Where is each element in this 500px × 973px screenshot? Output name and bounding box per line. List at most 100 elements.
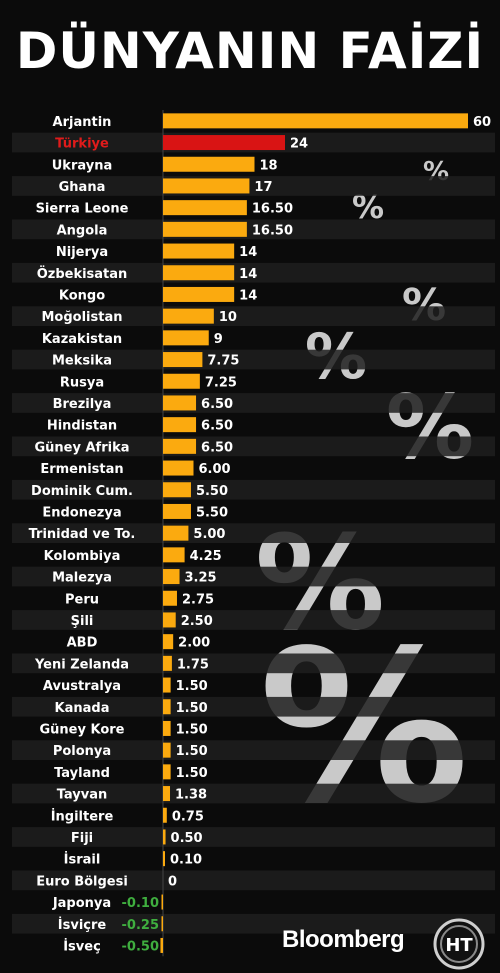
category-label: Tayland [54,766,110,781]
row-stripe [12,479,495,500]
value-label: 17 [254,180,272,195]
value-label: -0.50 [122,939,159,954]
bar [161,894,163,910]
category-label: Sierra Leone [36,202,129,217]
category-label: Güney Afrika [35,440,130,455]
value-label: 2.75 [182,592,214,607]
category-label: Kolombiya [44,549,121,564]
bar [163,612,176,628]
value-label: 5.50 [196,505,228,520]
value-label: -0.10 [122,896,159,911]
category-label: Kazakistan [42,332,122,347]
category-label: Arjantin [53,115,112,130]
category-label: Brezilya [53,397,112,412]
category-label: Yeni Zelanda [34,657,129,672]
bar [163,286,235,302]
row-stripe [12,393,495,413]
row-stripe [12,653,495,674]
value-label: 24 [290,137,308,152]
bar [163,525,189,541]
percent-watermark: % [386,376,474,479]
bar [163,590,177,606]
category-label: Ghana [59,180,106,195]
bar [163,395,197,411]
value-label: 9 [214,332,223,347]
category-label: Kanada [55,701,110,716]
row-stripe [12,827,495,847]
value-label: 4.25 [190,549,222,564]
bar [163,265,235,281]
bar [163,699,171,715]
category-label: İsveç [63,938,101,954]
svg-text:HT: HT [445,935,473,956]
bar [163,503,191,519]
row-stripe [12,262,495,283]
category-label: Özbekisatan [37,266,128,282]
value-label: 10 [219,310,237,325]
row-stripe [12,913,495,934]
category-label: Türkiye [55,137,109,152]
category-label: Polonya [53,744,111,759]
bar [163,807,167,823]
value-label: -0.25 [122,918,159,933]
row-stripe [12,219,495,240]
value-label: 6.00 [199,462,231,477]
value-label: 6.50 [201,397,233,412]
category-label: Tayvan [57,788,108,803]
bar [163,156,255,172]
category-label: Moğolistan [42,310,123,325]
category-label: İngiltere [51,808,114,824]
bar [163,851,165,867]
bar [163,655,172,671]
bar [163,113,468,129]
value-label: 3.25 [185,571,217,586]
category-label: Şili [71,614,94,629]
category-label: Japonya [52,896,111,911]
row-stripes [12,132,495,934]
bar [163,569,180,585]
category-label: Rusya [60,375,104,390]
bar [163,438,197,454]
bloomberg-logo: Bloomberg [282,926,405,953]
value-label: 7.75 [207,354,239,369]
value-label: 1.50 [176,722,208,737]
category-label: Nijerya [56,245,108,260]
category-label: Güney Kore [39,722,124,737]
ht-logo-icon: HT [433,918,485,970]
value-label: 0 [168,874,177,889]
value-label: 1.75 [177,657,209,672]
bar [163,330,209,346]
value-label: 1.38 [175,788,207,803]
bar [163,308,214,324]
value-label: 18 [260,158,278,173]
value-labels: 6024181716.5016.501414141097.757.256.506… [122,115,492,955]
row-stripe [12,349,495,370]
bar [163,373,200,389]
value-label: 5.50 [196,484,228,499]
value-label: 60 [473,115,491,130]
percent-watermark: % [259,605,469,850]
bar [163,221,247,237]
category-label: İsrail [64,852,101,868]
row-stripe [12,783,495,804]
category-label: Fiji [71,831,93,846]
bar [163,547,185,563]
value-label: 16.50 [252,223,293,238]
value-label: 0.10 [170,853,202,868]
row-stripe [12,523,495,543]
value-label: 7.25 [205,375,237,390]
value-label: 2.00 [178,636,210,651]
bar [163,243,235,259]
row-stripe [12,870,495,891]
bar [163,460,194,476]
bar [163,135,285,151]
value-label: 1.50 [176,744,208,759]
value-label: 2.50 [181,614,213,629]
category-label: Meksika [52,354,112,369]
category-label: Hindistan [47,419,117,434]
category-label: Avustralya [43,679,121,694]
category-label: Angola [57,223,108,238]
row-stripe [12,176,495,196]
bar [161,916,163,932]
